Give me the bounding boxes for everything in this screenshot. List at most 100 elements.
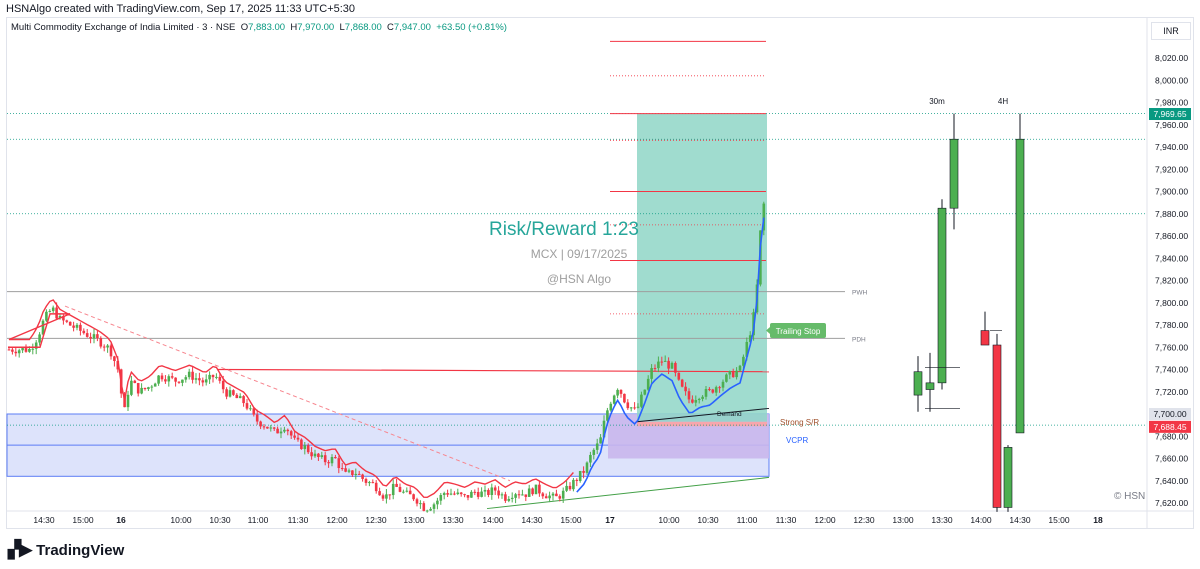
candle-body [174, 377, 177, 382]
candle-body [361, 474, 364, 479]
candle-body [181, 379, 184, 383]
candle-body [442, 493, 446, 496]
x-tick-label: 14:00 [482, 515, 504, 525]
level-label-pdh: PDH [852, 336, 866, 343]
candle-body [514, 494, 517, 498]
candle-body [327, 462, 330, 464]
candle-body [344, 468, 347, 472]
candle-body [17, 350, 21, 354]
candle-body [293, 435, 296, 438]
candle-body [728, 371, 732, 375]
tradingview-icon: ▞▶ [8, 540, 32, 559]
x-tick-label: 10:30 [209, 515, 231, 525]
candle-body [565, 485, 568, 491]
candle-body [51, 307, 55, 311]
candle-body [429, 508, 432, 511]
candle-body [391, 483, 395, 496]
symbol-name[interactable]: Multi Commodity Exchange of India Limite… [11, 22, 236, 33]
candle-body [670, 362, 674, 369]
candle-body [245, 403, 249, 409]
candle-body [102, 346, 106, 348]
candle-body [534, 484, 538, 495]
candle-body [633, 407, 636, 409]
candle-body [657, 361, 660, 369]
candle-body [480, 491, 483, 497]
y-tick-label: 7,820.00 [1155, 276, 1188, 286]
candle-body [330, 457, 334, 464]
candle-body [636, 406, 640, 408]
candle-body [684, 386, 687, 392]
candle-body [150, 386, 154, 388]
y-tick-label: 7,980.00 [1155, 98, 1188, 108]
candle-body [623, 393, 626, 403]
candle-body [432, 504, 436, 509]
candle-body [337, 458, 341, 469]
candle-body [31, 348, 35, 350]
candle-body [62, 316, 65, 321]
candle-body [558, 496, 562, 499]
candle-body [198, 378, 201, 381]
candle-body [412, 494, 415, 500]
candle-body [89, 336, 92, 339]
candle-body [235, 394, 239, 399]
tradingview-logo[interactable]: ▞▶ TradingView [8, 540, 124, 560]
candle-body [201, 380, 205, 383]
candle-body [415, 499, 419, 504]
candle-body [221, 380, 225, 390]
candle-body [504, 494, 507, 501]
y-tick-label: 7,940.00 [1155, 142, 1188, 152]
candle-body [41, 320, 45, 335]
candle-body [68, 321, 72, 326]
candle-body [456, 492, 460, 494]
copyright-text: © HSN [1114, 491, 1146, 502]
currency-button[interactable]: INR [1151, 22, 1191, 40]
candle-body [334, 457, 337, 459]
risk-reward-credit: @HSN Algo [547, 272, 612, 286]
candle-body [704, 389, 708, 397]
candle-body [72, 325, 75, 328]
candle-body [113, 356, 116, 362]
candle-body [208, 374, 211, 380]
high-value: 7,970.00 [297, 22, 335, 33]
candle-body [92, 334, 96, 339]
y-tick-label: 7,660.00 [1155, 454, 1188, 464]
x-tick-label: 13:00 [403, 515, 425, 525]
close-label: C [387, 22, 394, 33]
candle-body [425, 510, 429, 512]
x-tick-label: 10:00 [170, 515, 192, 525]
candle-body [99, 338, 103, 347]
candle-body [538, 484, 541, 494]
candle-body [592, 449, 596, 455]
candle-body [402, 491, 405, 493]
candle-body [143, 387, 147, 390]
x-tick-label: 16 [116, 515, 126, 525]
candle-body [266, 426, 269, 429]
y-tick-label: 7,800.00 [1155, 298, 1188, 308]
candle-body [667, 360, 670, 369]
candle-body [34, 342, 38, 349]
candle-body [449, 493, 453, 495]
candle-body [130, 380, 133, 395]
candle-body [126, 394, 130, 408]
candle-body [629, 407, 633, 409]
candle-body [398, 486, 402, 492]
candle-body [578, 470, 582, 481]
candle-body [517, 494, 521, 496]
candle-body [500, 494, 504, 496]
candle-body [527, 488, 531, 497]
candle-body [79, 324, 82, 331]
symbol-legend: Multi Commodity Exchange of India Limite… [11, 22, 507, 33]
candle-body [136, 383, 140, 394]
trailing-stop-blue [576, 217, 765, 493]
candle-body [140, 387, 143, 394]
candle-body [602, 420, 606, 438]
x-tick-label: 13:00 [892, 515, 914, 525]
candle-body [643, 389, 647, 395]
open-value: 7,883.00 [248, 22, 286, 33]
candle-body [541, 493, 545, 497]
vcpr-label: VCPR [786, 436, 808, 445]
candle-body [544, 496, 548, 499]
candle-body [660, 361, 664, 363]
candle-body [548, 495, 551, 499]
